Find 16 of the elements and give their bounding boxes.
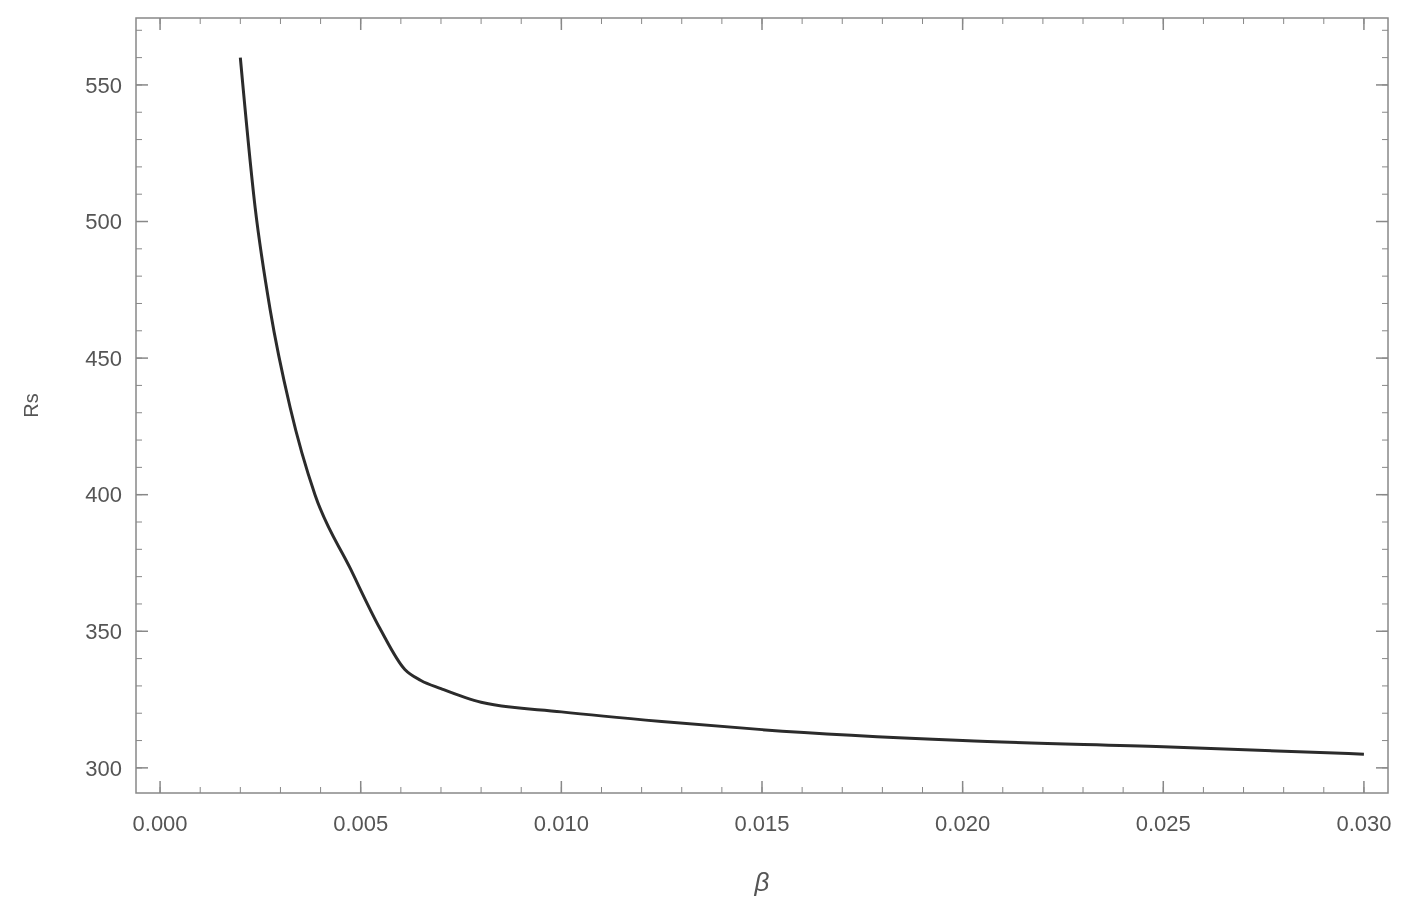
x-tick-label: 0.005 bbox=[333, 811, 389, 836]
y-tick-label: 450 bbox=[85, 345, 122, 371]
x-tick-label: 0.020 bbox=[935, 811, 991, 836]
x-tick-label: 0.010 bbox=[533, 811, 589, 836]
x-tick-label: 0.025 bbox=[1135, 811, 1191, 836]
x-axis-title: β bbox=[753, 867, 770, 897]
x-tick-label: 0.000 bbox=[132, 811, 188, 836]
y-axis-title: Rs bbox=[20, 393, 42, 418]
line-series bbox=[238, 56, 1366, 756]
y-tick-label: 350 bbox=[85, 618, 122, 644]
y-tick-label: 500 bbox=[85, 209, 122, 235]
y-tick-label: 400 bbox=[85, 482, 122, 508]
y-tick-label: 300 bbox=[85, 755, 122, 781]
x-tick-label: 0.015 bbox=[734, 811, 790, 836]
x-tick-label: 0.030 bbox=[1336, 811, 1392, 836]
y-tick-label: 550 bbox=[85, 72, 122, 98]
